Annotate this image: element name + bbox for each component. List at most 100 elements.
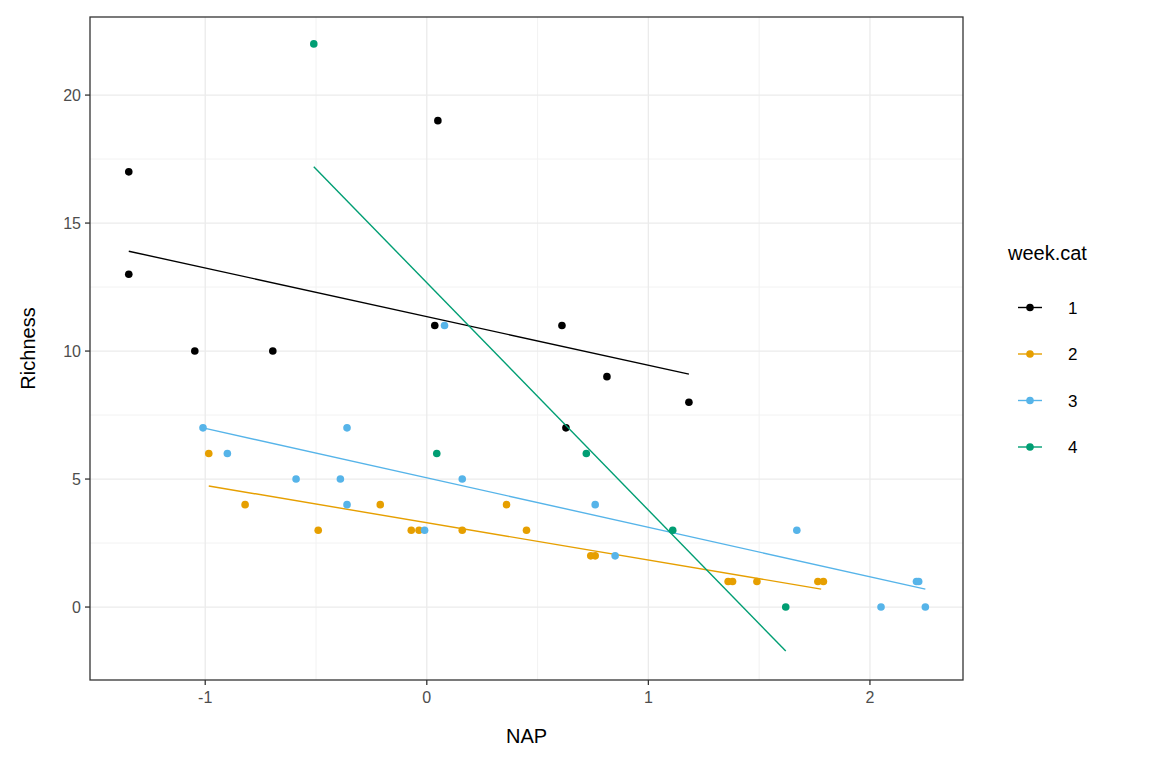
trend-line (314, 167, 786, 651)
tick (426, 680, 427, 685)
point (753, 578, 761, 586)
minor-grid-line (90, 415, 963, 416)
minor-grid-line (90, 543, 963, 544)
tick-label: 20 (63, 87, 81, 104)
point (199, 424, 207, 432)
tick (85, 222, 90, 223)
grid-line (648, 17, 649, 680)
background (0, 0, 1152, 768)
point (877, 603, 885, 611)
tick (205, 680, 206, 685)
grid-line (205, 17, 206, 680)
series (310, 40, 790, 651)
point (224, 450, 232, 458)
tick (869, 680, 870, 685)
tick-label: 15 (63, 215, 81, 232)
tick (648, 680, 649, 685)
point (793, 526, 801, 534)
point (125, 168, 133, 176)
tick-label: -1 (198, 689, 212, 706)
point (611, 552, 619, 560)
point (685, 398, 693, 406)
point (343, 501, 351, 509)
legend-title: week.cat (1007, 242, 1087, 264)
legend-label: 4 (1068, 438, 1077, 457)
point (205, 450, 213, 458)
legend-key-point (1026, 304, 1034, 312)
point (591, 552, 599, 560)
minor-grid-line (90, 159, 963, 160)
tick-label: 0 (72, 599, 81, 616)
grid-line (90, 222, 963, 223)
chart: -101205101520NAPRichnessweek.cat1234 (0, 0, 1152, 768)
point (269, 347, 277, 355)
tick-label: 5 (72, 471, 81, 488)
grid-line (90, 350, 963, 351)
point (922, 603, 930, 611)
point (407, 526, 415, 534)
point (310, 40, 318, 48)
grid (90, 17, 963, 680)
point (915, 578, 923, 586)
point (191, 347, 199, 355)
point (421, 526, 429, 534)
grid-line (869, 17, 870, 680)
point (782, 603, 790, 611)
legend-label: 3 (1068, 392, 1077, 411)
point (376, 501, 384, 509)
tick-label: 1 (644, 689, 653, 706)
legend: week.cat 1 2 3 4 (1007, 242, 1087, 458)
point (669, 526, 677, 534)
tick-label: 10 (63, 343, 81, 360)
legend-key-point (1026, 397, 1034, 405)
trend-line (129, 251, 689, 374)
axes: -101205101520 (63, 87, 874, 706)
point (314, 526, 322, 534)
axis-title: NAP (506, 725, 547, 747)
minor-grid-line (316, 17, 317, 680)
point (503, 501, 511, 509)
panel-border (90, 17, 963, 680)
panel (90, 17, 963, 680)
point (458, 526, 466, 534)
tick-label: 2 (865, 689, 874, 706)
point (523, 526, 531, 534)
grid-line (90, 478, 963, 479)
point (558, 322, 566, 330)
grid-line (90, 606, 963, 607)
series (205, 450, 827, 589)
trend-line (203, 428, 925, 589)
series (125, 117, 693, 432)
legend-key-point (1026, 443, 1034, 451)
point (583, 450, 591, 458)
tick (85, 478, 90, 479)
minor-grid-line (537, 17, 538, 680)
legend-key-point (1026, 350, 1034, 358)
trend-line (209, 486, 821, 589)
point (343, 424, 351, 432)
point (458, 475, 466, 483)
tick (85, 606, 90, 607)
point (125, 270, 133, 278)
point (729, 578, 737, 586)
tick-label: 0 (422, 689, 431, 706)
point (337, 475, 345, 483)
tick (85, 350, 90, 351)
point (434, 117, 442, 125)
plot-area (125, 40, 929, 651)
legend-label: 1 (1068, 299, 1077, 318)
point (241, 501, 249, 509)
point (292, 475, 300, 483)
grid-line (426, 17, 427, 680)
legend-label: 2 (1068, 345, 1077, 364)
series (199, 322, 929, 611)
axis-title: Richness (17, 307, 39, 389)
point (441, 322, 449, 330)
point (431, 322, 439, 330)
point (433, 450, 441, 458)
minor-grid-line (90, 287, 963, 288)
point (603, 373, 611, 381)
grid-line (90, 94, 963, 95)
tick (85, 94, 90, 95)
point (820, 578, 828, 586)
